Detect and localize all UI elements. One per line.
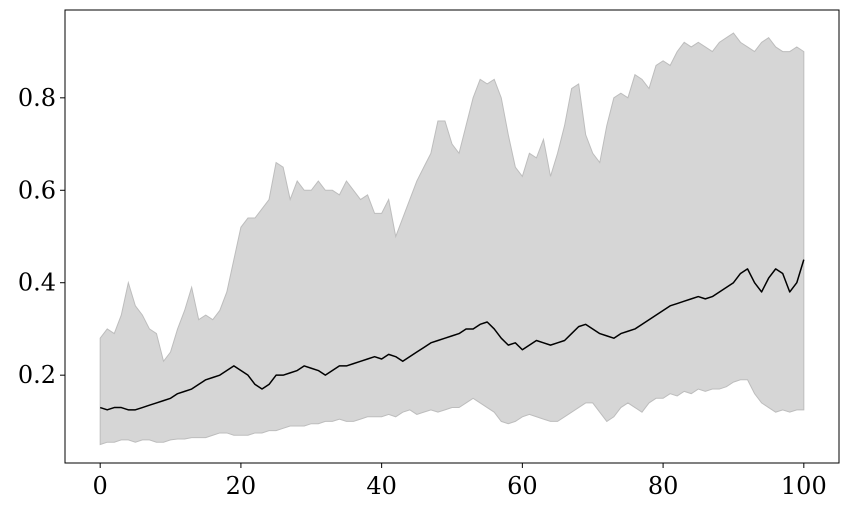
y-axis: 0.2 0.4 0.6 0.8 <box>18 84 65 389</box>
y-tick-label: 0.8 <box>18 84 56 112</box>
axes-frame <box>64 9 840 464</box>
confidence-band <box>99 32 805 446</box>
x-tick-label: 80 <box>648 472 679 500</box>
y-tick-label: 0.6 <box>18 176 56 204</box>
x-axis: 0 20 40 60 80 100 <box>93 463 827 500</box>
confidence-band-layer <box>99 32 805 446</box>
mean-line <box>99 259 805 411</box>
mean-line-layer <box>99 259 805 411</box>
x-tick-label: 0 <box>93 472 108 500</box>
y-tick-label: 0.2 <box>18 361 56 389</box>
x-tick-label: 100 <box>781 472 827 500</box>
x-tick-label: 20 <box>226 472 257 500</box>
x-tick-label: 60 <box>507 472 538 500</box>
x-tick-label: 40 <box>366 472 397 500</box>
y-tick-label: 0.4 <box>18 269 56 297</box>
